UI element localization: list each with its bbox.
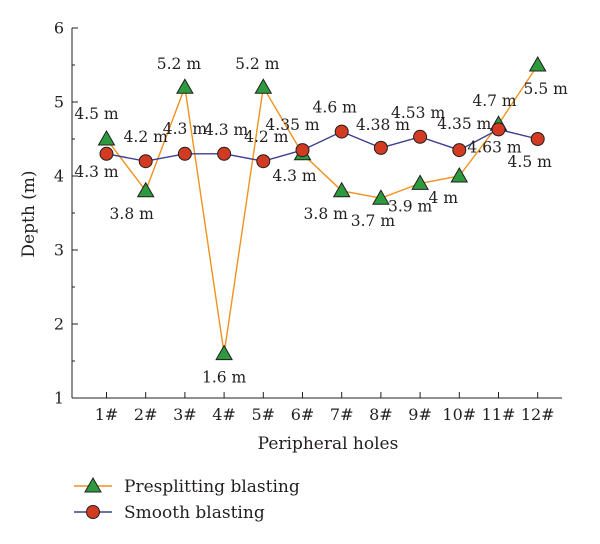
legend-marker-presplitting	[84, 476, 102, 493]
smooth-point	[530, 132, 545, 146]
smooth-data-label: 4.3 m	[163, 120, 208, 138]
presplitting-data-label: 4.3 m	[272, 167, 317, 185]
smooth-data-label: 4.53 m	[391, 104, 445, 122]
presplitting-data-label: 3.7 m	[351, 212, 396, 230]
x-tick-label: 6#	[291, 405, 315, 424]
y-tick-label: 5	[54, 93, 64, 112]
x-tick-label: 10#	[442, 405, 476, 424]
presplitting-point	[332, 181, 351, 198]
x-tick-label: 5#	[251, 405, 275, 424]
presplitting-point	[450, 166, 469, 183]
presplitting-point	[372, 189, 390, 205]
smooth-data-label: 4.63 m	[467, 138, 521, 156]
smooth-data-label: 4.2 m	[124, 128, 169, 146]
legend-label-presplitting: Presplitting blasting	[124, 477, 300, 497]
presplitting-point	[411, 174, 429, 190]
presplitting-point	[176, 78, 194, 94]
x-tick-label: 3#	[173, 405, 197, 424]
smooth-point	[373, 140, 388, 155]
x-tick-label: 12#	[521, 405, 555, 424]
smooth-point	[491, 122, 506, 137]
smooth-point	[413, 129, 428, 144]
presplitting-data-label: 1.6 m	[202, 369, 247, 387]
smooth-point	[177, 146, 192, 161]
legend: Presplitting blasting Smooth blasting	[74, 476, 300, 523]
y-tick-label: 4	[54, 167, 64, 186]
legend-label-smooth: Smooth blasting	[124, 503, 265, 523]
smooth-data-label: 4.5 m	[508, 153, 553, 171]
smooth-data-label: 4.35 m	[437, 115, 491, 133]
presplitting-data-label: 5.2 m	[235, 55, 280, 73]
smooth-data-label: 4.38 m	[356, 116, 410, 134]
x-tick-label: 2#	[134, 405, 158, 424]
presplitting-series-line	[105, 64, 539, 354]
presplitting-data-label: 4 m	[429, 189, 459, 207]
presplitting-point	[97, 129, 116, 146]
smooth-point	[334, 124, 349, 139]
smooth-data-label: 4.6 m	[313, 99, 358, 117]
smooth-point	[295, 143, 310, 158]
smooth-point	[99, 146, 114, 161]
presplitting-data-label: 3.9 m	[388, 197, 433, 215]
x-tick-label: 7#	[330, 405, 354, 424]
smooth-data-label: 4.3 m	[74, 163, 119, 181]
y-axis-title: Depth (m)	[19, 170, 39, 257]
y-tick-label: 1	[54, 389, 64, 408]
presplitting-point	[215, 344, 233, 361]
presplitting-data-label: 4.5 m	[74, 105, 119, 123]
smooth-point	[256, 154, 271, 169]
y-tick-label: 3	[54, 241, 64, 260]
smooth-data-label: 4.2 m	[244, 128, 289, 146]
x-tick-label: 11#	[482, 405, 516, 424]
smooth-point	[138, 154, 153, 169]
y-tick-label: 6	[54, 19, 64, 38]
presplitting-point	[254, 78, 273, 94]
x-tick-label: 8#	[369, 405, 393, 424]
presplitting-point	[136, 181, 155, 198]
x-tick-label: 4#	[212, 405, 236, 424]
x-tick-label: 1#	[95, 405, 119, 424]
y-tick-label: 2	[54, 315, 64, 334]
series-markers	[97, 55, 547, 361]
axis-ticks: 1 2 3 4 5 6 1# 2# 3# 4# 5# 6# 7# 8# 9# 10# 11# 12#	[54, 19, 555, 425]
x-tick-label: 9#	[408, 405, 432, 424]
data-labels: 4.5 m3.8 m5.2 m1.6 m5.2 m4.3 m3.8 m 3.7 m…	[74, 55, 568, 386]
presplitting-data-label: 4.7 m	[472, 92, 517, 110]
smooth-data-label: 4.35 m	[265, 116, 319, 134]
smooth-data-label: 4.3 m	[204, 121, 249, 139]
presplitting-point	[528, 55, 547, 72]
smooth-point	[452, 143, 467, 158]
presplitting-data-label: 3.8 m	[110, 205, 155, 223]
smooth-point	[217, 146, 232, 161]
presplitting-data-label: 5.2 m	[157, 55, 202, 73]
presplitting-data-label: 5.5 m	[524, 80, 569, 98]
x-axis-title: Peripheral holes	[258, 434, 399, 454]
presplitting-data-label: 3.8 m	[304, 205, 349, 223]
legend-marker-smooth	[86, 505, 100, 519]
